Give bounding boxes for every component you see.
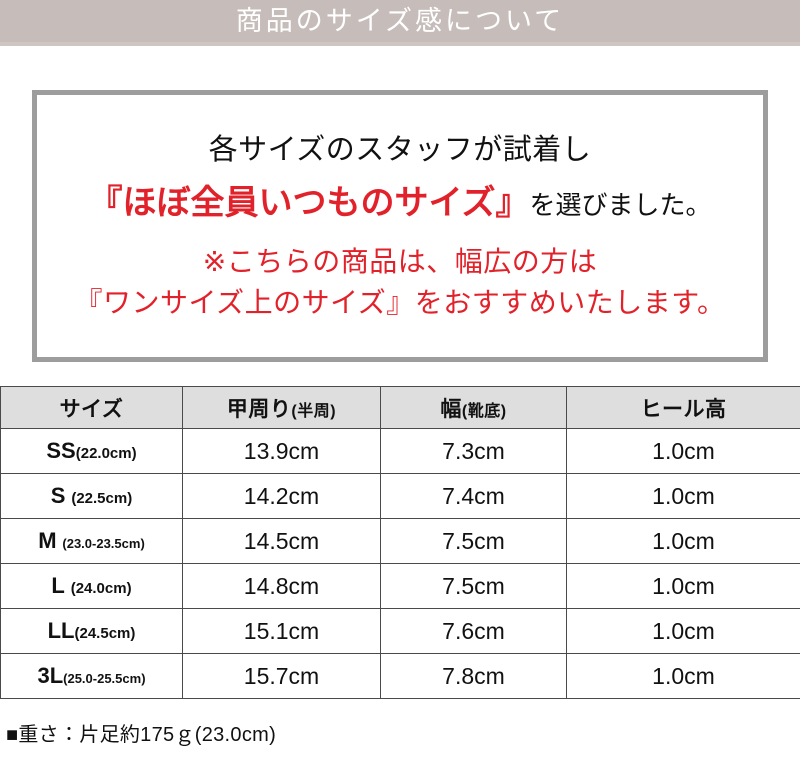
cell-size: L (24.0cm)	[0, 563, 183, 609]
cell-instep: 14.8cm	[182, 563, 381, 609]
notice-line-3: ※こちらの商品は、幅広の方は	[202, 246, 598, 278]
column-header-heel-main: ヒール高	[640, 397, 727, 421]
table-row: L (24.0cm) 14.8cm 7.5cm 1.0cm	[0, 563, 800, 609]
table-header-row: サイズ 甲周り(半周) 幅(靴底) ヒール高	[0, 386, 800, 429]
notice-box: 各サイズのスタッフが試着し 『ほぼ全員いつものサイズ』を選びました。 ※こちらの…	[32, 90, 768, 362]
cell-instep: 14.2cm	[182, 473, 381, 519]
table-row: M (23.0-23.5cm) 14.5cm 7.5cm 1.0cm	[0, 518, 800, 564]
column-header-width-main: 幅	[440, 397, 462, 421]
cell-width: 7.5cm	[380, 518, 567, 564]
column-header-width: 幅(靴底)	[380, 386, 567, 429]
table-row: S (22.5cm) 14.2cm 7.4cm 1.0cm	[0, 473, 800, 519]
column-header-instep-sub: (半周)	[291, 402, 337, 420]
size-code: 3L	[37, 663, 64, 688]
size-code: SS	[46, 438, 76, 463]
size-code: L	[51, 573, 65, 598]
size-range: (22.0cm)	[75, 445, 137, 462]
cell-instep: 13.9cm	[182, 428, 381, 474]
size-table-body: SS(22.0cm) 13.9cm 7.3cm 1.0cm S (22.5cm)…	[0, 428, 800, 699]
cell-width: 7.5cm	[380, 563, 567, 609]
page-header-bar: 商品のサイズ感について	[0, 0, 800, 46]
cell-size: LL(24.5cm)	[0, 608, 183, 654]
cell-instep: 14.5cm	[182, 518, 381, 564]
size-code: S	[50, 483, 66, 508]
column-header-heel: ヒール高	[566, 386, 800, 429]
notice-line-2: 『ほぼ全員いつものサイズ』を選びました。	[89, 183, 712, 223]
size-range: (24.0cm)	[70, 580, 132, 597]
cell-heel: 1.0cm	[566, 473, 800, 519]
notice-section: 各サイズのスタッフが試着し 『ほぼ全員いつものサイズ』を選びました。 ※こちらの…	[0, 46, 800, 362]
page-title: 商品のサイズ感について	[235, 5, 565, 36]
size-range: (23.0-23.5cm)	[62, 536, 145, 551]
column-header-instep: 甲周り(半周)	[182, 386, 381, 429]
cell-width: 7.6cm	[380, 608, 567, 654]
size-range: (24.5cm)	[74, 625, 136, 642]
cell-size: S (22.5cm)	[0, 473, 183, 519]
cell-heel: 1.0cm	[566, 563, 800, 609]
size-range: (22.5cm)	[71, 490, 133, 507]
cell-instep: 15.1cm	[182, 608, 381, 654]
cell-heel: 1.0cm	[566, 608, 800, 654]
cell-width: 7.8cm	[380, 653, 567, 699]
notice-line-2-highlight: 『ほぼ全員いつものサイズ』	[88, 184, 530, 223]
column-header-width-sub: (靴底)	[461, 402, 507, 420]
table-row: 3L(25.0-25.5cm) 15.7cm 7.8cm 1.0cm	[0, 653, 800, 699]
table-row: LL(24.5cm) 15.1cm 7.6cm 1.0cm	[0, 608, 800, 654]
cell-size: M (23.0-23.5cm)	[0, 518, 183, 564]
size-table: サイズ 甲周り(半周) 幅(靴底) ヒール高 SS(22.0cm) 13.9cm…	[0, 386, 800, 699]
size-table-section: サイズ 甲周り(半周) 幅(靴底) ヒール高 SS(22.0cm) 13.9cm…	[0, 386, 800, 699]
cell-heel: 1.0cm	[566, 653, 800, 699]
size-code: LL	[47, 618, 75, 643]
cell-width: 7.3cm	[380, 428, 567, 474]
table-row: SS(22.0cm) 13.9cm 7.3cm 1.0cm	[0, 428, 800, 474]
weight-note: ■重さ：片足約175ｇ(23.0cm)	[6, 724, 277, 746]
cell-size: SS(22.0cm)	[0, 428, 183, 474]
size-range: (25.0-25.5cm)	[63, 671, 146, 686]
notice-line-4: 『ワンサイズ上のサイズ』をおすすめいたします。	[74, 287, 726, 319]
notice-line-2-tail: を選びました。	[529, 190, 712, 221]
cell-heel: 1.0cm	[566, 428, 800, 474]
cell-width: 7.4cm	[380, 473, 567, 519]
column-header-instep-main: 甲周り	[226, 397, 292, 421]
size-code: M	[38, 528, 57, 553]
notice-line-1: 各サイズのスタッフが試着し	[208, 133, 592, 166]
size-table-head: サイズ 甲周り(半周) 幅(靴底) ヒール高	[0, 386, 800, 429]
cell-size: 3L(25.0-25.5cm)	[0, 653, 183, 699]
column-header-size-main: サイズ	[59, 397, 124, 421]
cell-heel: 1.0cm	[566, 518, 800, 564]
cell-instep: 15.7cm	[182, 653, 381, 699]
column-header-size: サイズ	[0, 386, 183, 429]
